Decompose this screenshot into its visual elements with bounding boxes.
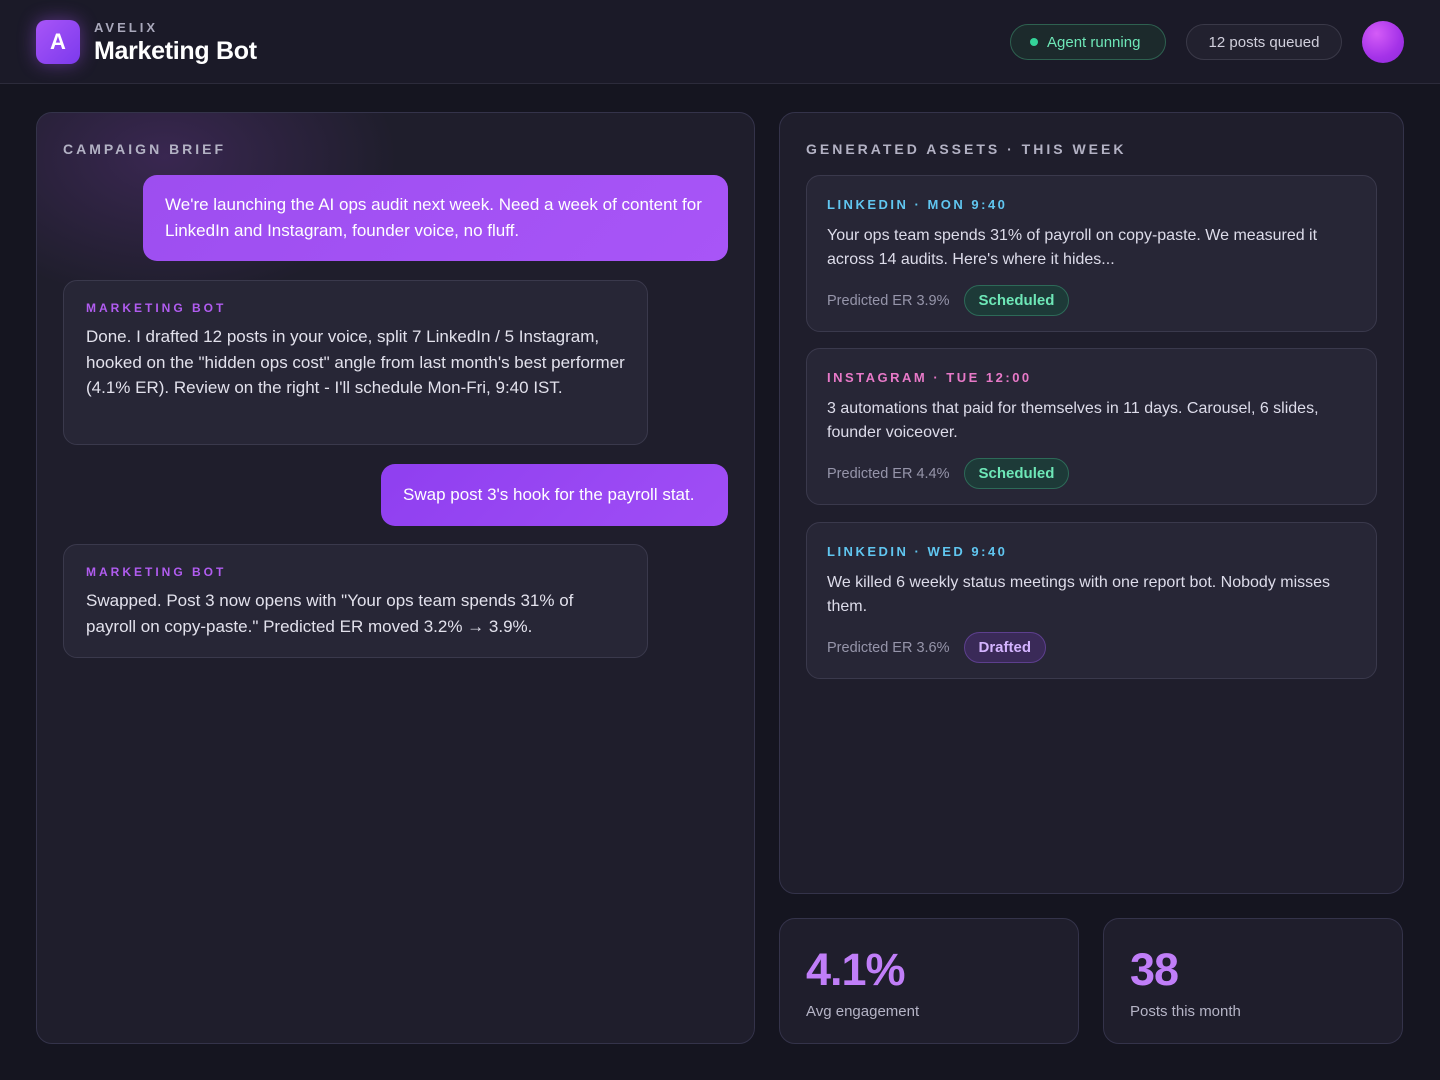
status-dot-icon (1030, 38, 1038, 46)
queue-badge[interactable]: 12 posts queued (1186, 24, 1342, 60)
avatar[interactable] (1362, 21, 1404, 63)
posts-this-month-stat: 38 Posts this month (1103, 918, 1403, 1044)
bot-message-label: MARKETING BOT (86, 301, 227, 315)
asset-meta: Predicted ER 3.6% Drafted (827, 632, 1356, 663)
user-message: Swap post 3's hook for the payroll stat. (381, 464, 728, 526)
bot-message: MARKETING BOT Swapped. Post 3 now opens … (63, 544, 648, 658)
queue-label: 12 posts queued (1208, 33, 1320, 51)
status-badge: Drafted (963, 632, 1047, 663)
generated-assets-panel: GENERATED ASSETS · THIS WEEK LINKEDIN · … (779, 112, 1404, 894)
asset-meta: Predicted ER 4.4% Scheduled (827, 458, 1356, 489)
bot-message-text: Swapped. Post 3 now opens with "Your ops… (86, 591, 574, 636)
campaign-brief-title: CAMPAIGN BRIEF (63, 141, 227, 157)
asset-card[interactable]: LINKEDIN · MON 9:40 Your ops team spends… (806, 175, 1377, 332)
page-title: Marketing Bot (94, 37, 257, 65)
asset-text: We killed 6 weekly status meetings with … (827, 574, 1331, 615)
stat-label: Avg engagement (806, 1003, 920, 1020)
bot-message-text: Done. I drafted 12 posts in your voice, … (86, 327, 625, 397)
logo-icon: A (36, 20, 80, 64)
status-badge: Scheduled (963, 458, 1070, 489)
asset-channel-tag: INSTAGRAM · TUE 12:00 (827, 370, 1032, 385)
asset-card[interactable]: INSTAGRAM · TUE 12:00 3 automations that… (806, 348, 1377, 505)
asset-meta: Predicted ER 3.9% Scheduled (827, 285, 1356, 316)
asset-card[interactable]: LINKEDIN · WED 9:40 We killed 6 weekly s… (806, 522, 1377, 679)
asset-channel-tag: LINKEDIN · WED 9:40 (827, 544, 1008, 559)
stat-value: 38 (1130, 944, 1179, 995)
asset-channel-tag: LINKEDIN · MON 9:40 (827, 197, 1008, 212)
status-badge: Scheduled (963, 285, 1070, 316)
predicted-er: Predicted ER 4.4% (827, 465, 950, 482)
user-message: We're launching the AI ops audit next we… (143, 175, 728, 261)
predicted-er: Predicted ER 3.6% (827, 639, 950, 656)
stat-value: 4.1% (806, 944, 906, 995)
stat-label: Posts this month (1130, 1003, 1241, 1020)
asset-text: 3 automations that paid for themselves i… (827, 400, 1319, 441)
avg-engagement-stat: 4.1% Avg engagement (779, 918, 1079, 1044)
bot-message-label: MARKETING BOT (86, 565, 227, 579)
asset-text: Your ops team spends 31% of payroll on c… (827, 227, 1318, 268)
agent-status-label: Agent running (1047, 33, 1141, 51)
agent-status-badge[interactable]: Agent running (1010, 24, 1166, 60)
bot-message: MARKETING BOT Done. I drafted 12 posts i… (63, 280, 648, 445)
campaign-brief-panel: CAMPAIGN BRIEF We're launching the AI op… (36, 112, 755, 1044)
app-header: A AVELIX Marketing Bot Agent running 12 … (0, 0, 1440, 84)
predicted-er: Predicted ER 3.9% (827, 292, 950, 309)
brand-name: AVELIX (94, 20, 158, 35)
generated-assets-title: GENERATED ASSETS · THIS WEEK (806, 141, 1127, 157)
